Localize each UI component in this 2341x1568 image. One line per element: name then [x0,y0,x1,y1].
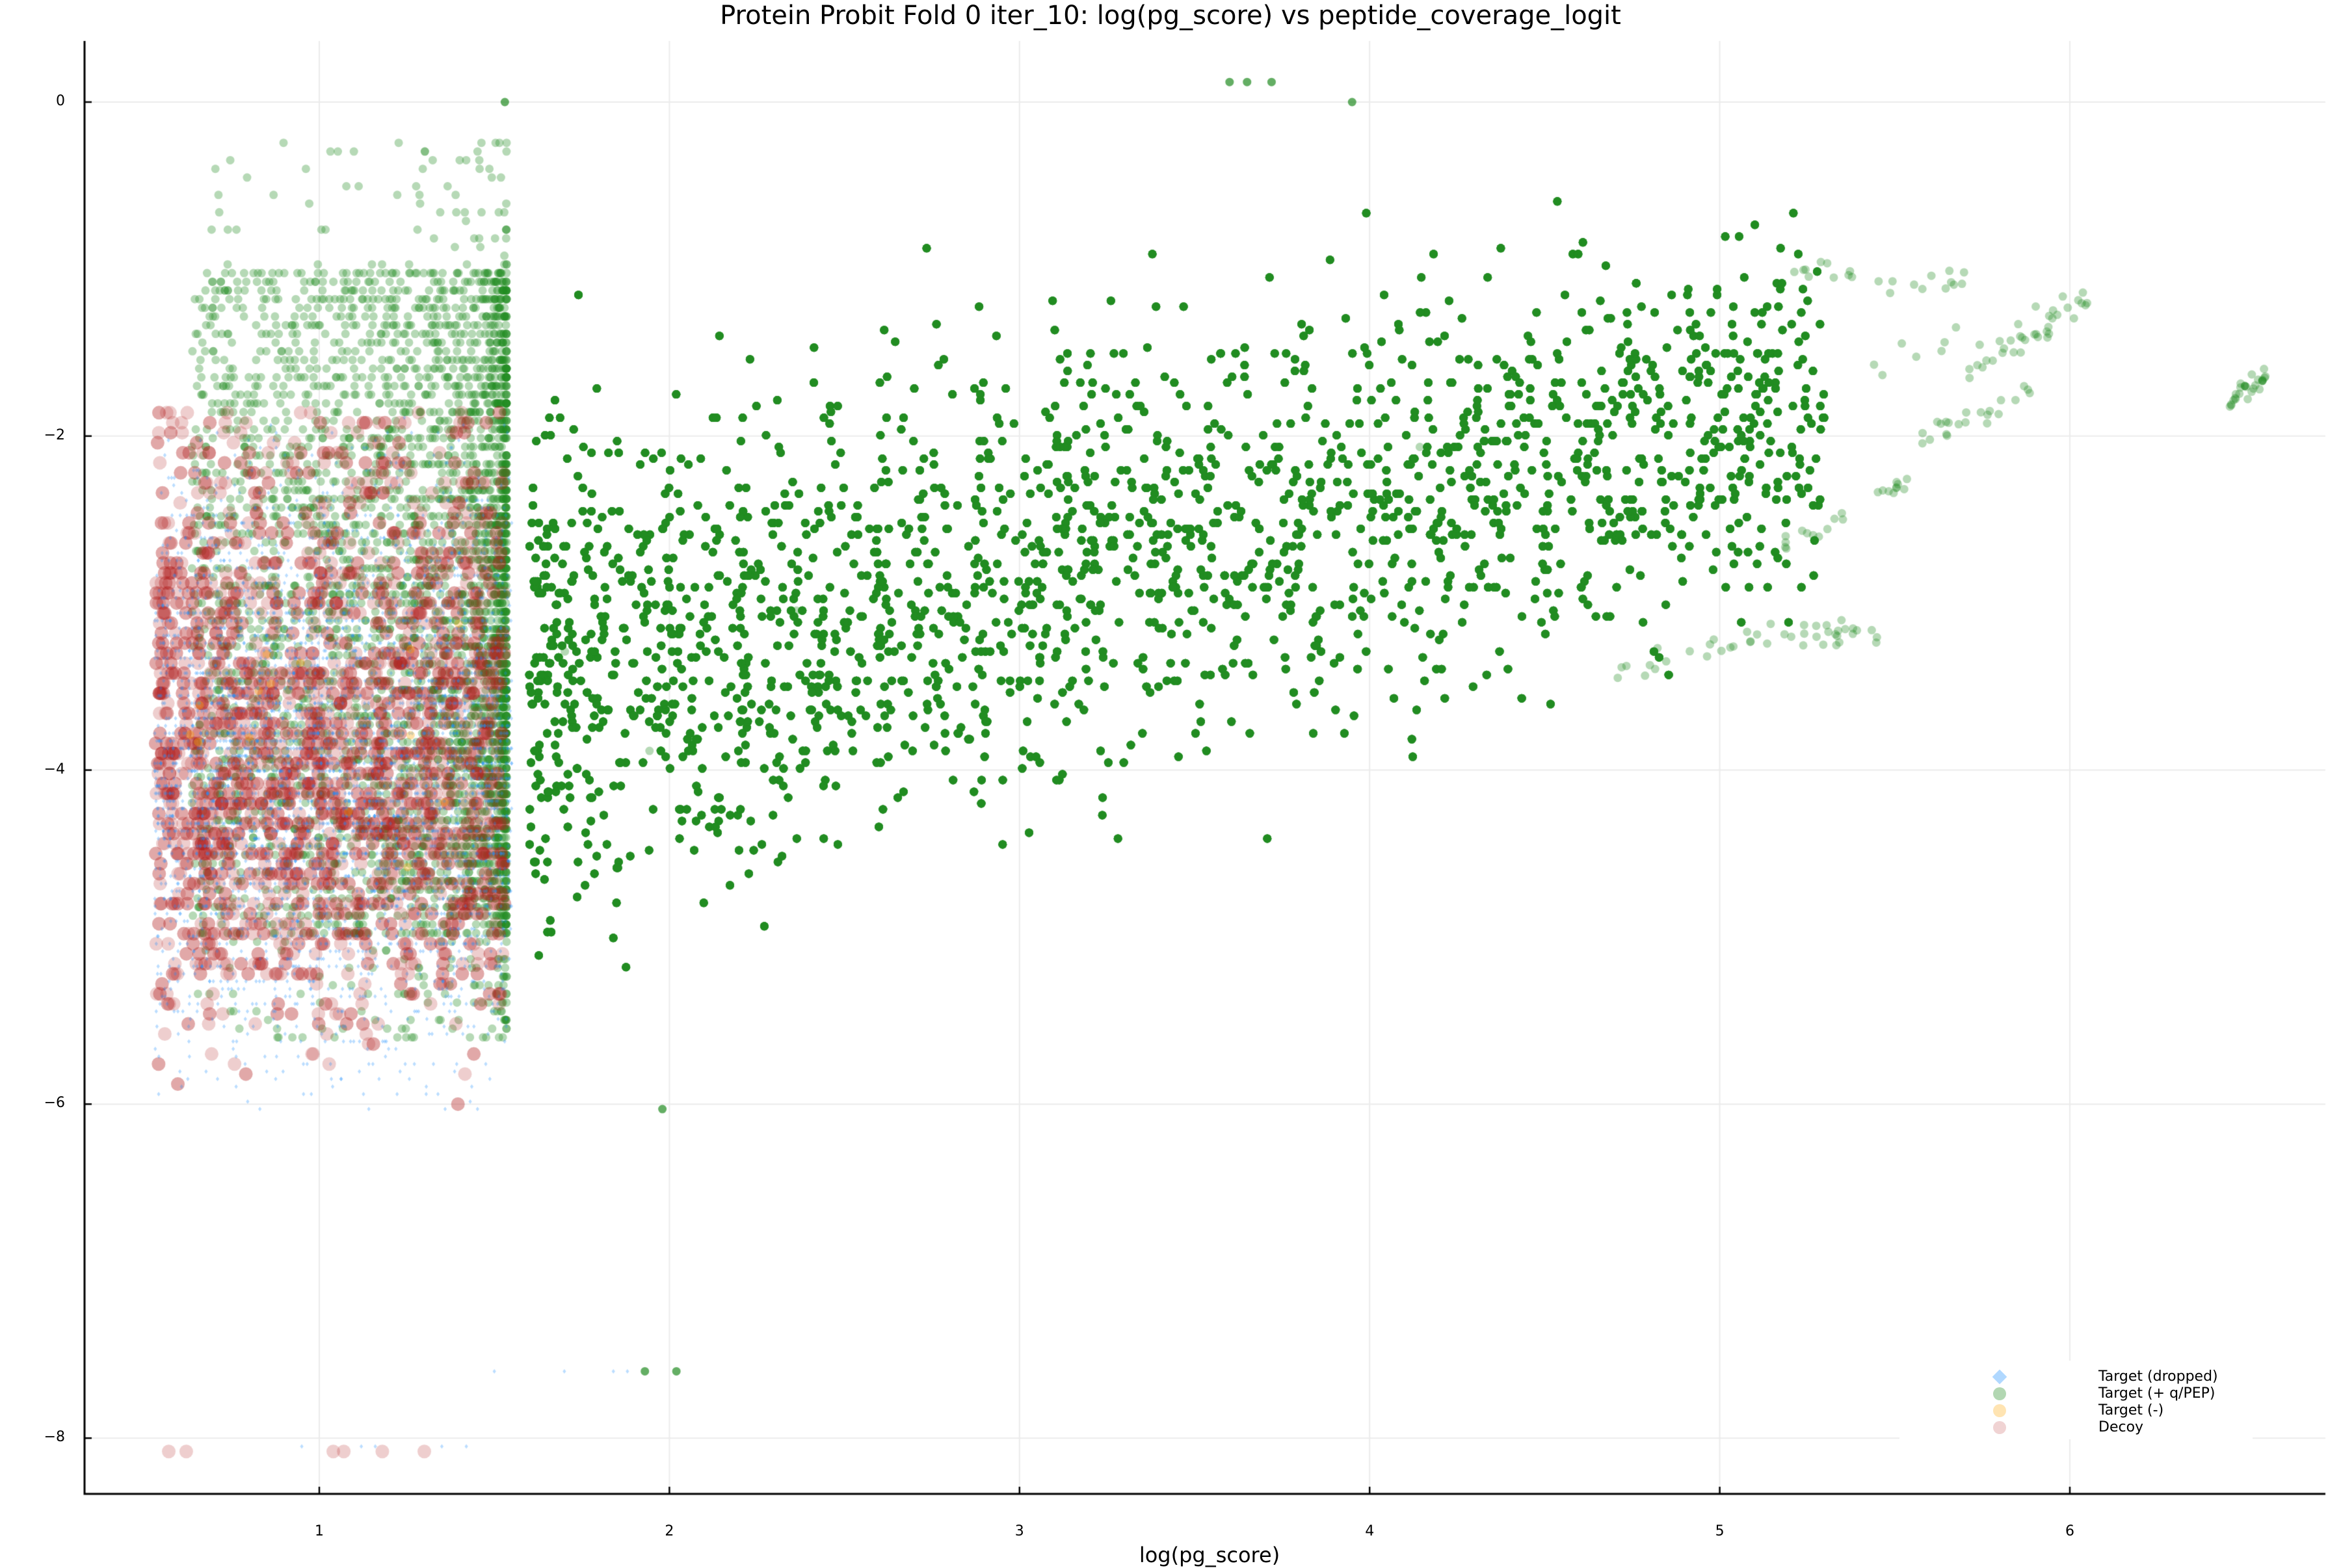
legend-label: Decoy [2098,1419,2144,1435]
legend-item-target-qpep: Target (+ q/PEP) [1899,1385,2253,1402]
legend-item-target-negative: Target (-) [1899,1402,2253,1419]
chart-title: Protein Probit Fold 0 iter_10: log(pg_sc… [720,1,1621,31]
legend-label: Target (dropped) [2098,1368,2218,1385]
y-tick-label: −6 [44,1095,65,1112]
y-tick-label: −4 [44,761,65,777]
x-tick-label: 1 [315,1523,324,1539]
circle-marker-icon [1993,1404,2006,1417]
y-tick-label: −8 [44,1429,65,1446]
legend-item-target-dropped: Target (dropped) [1899,1368,2253,1385]
x-tick-label: 6 [2065,1523,2074,1539]
y-tick-label: 0 [56,93,65,109]
x-axis-label: log(pg_score) [1139,1543,1280,1567]
x-tick-label: 2 [665,1523,674,1539]
circle-marker-icon [1993,1421,2006,1434]
circle-marker-icon [1993,1387,2006,1400]
x-tick-label: 5 [1715,1523,1725,1539]
x-tick-label: 4 [1365,1523,1375,1539]
legend: Target (dropped) Target (+ q/PEP) Target… [1899,1361,2253,1439]
x-tick-label: 3 [1014,1523,1024,1539]
legend-label: Target (+ q/PEP) [2098,1385,2215,1402]
legend-item-decoy: Decoy [1899,1419,2253,1436]
y-tick-label: −2 [44,426,65,443]
legend-label: Target (-) [2098,1402,2164,1418]
diamond-marker-icon [1992,1369,2007,1385]
